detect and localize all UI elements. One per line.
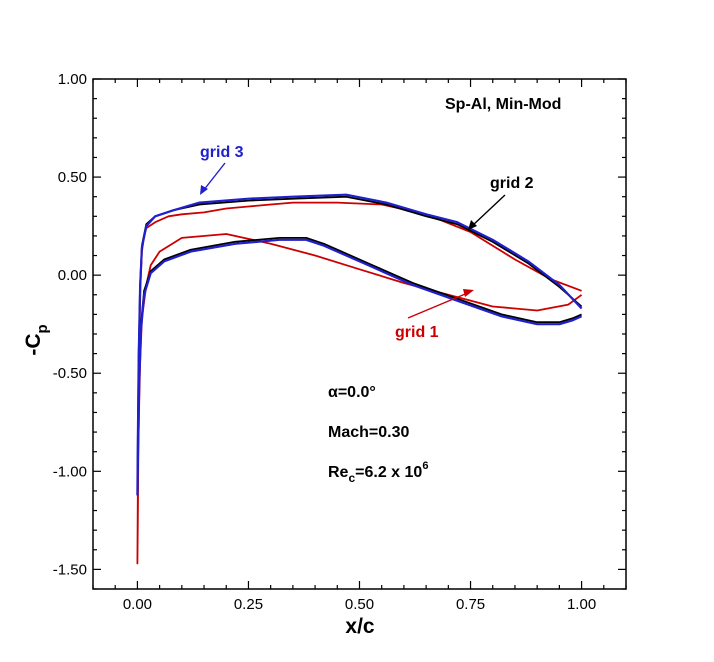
reynolds-label: Rec=6.2 x 106 [328, 460, 428, 485]
y-tick-label: -1.00 [53, 463, 87, 480]
x-tick-label: 0.75 [456, 596, 485, 613]
data-series [136, 193, 583, 565]
x-tick-label: 0.50 [345, 596, 374, 613]
x-tick-label: 0.25 [234, 596, 263, 613]
grid1-label: grid 1 [395, 324, 439, 341]
grid1-arrowhead [463, 289, 474, 297]
plot-frame [92, 78, 627, 590]
x-axis-title: x/c [345, 615, 375, 638]
axis-tick-labels: 0.00 0.25 0.50 0.75 1.00 1.00 0.50 0.00 -0.50 -1.… [53, 71, 596, 613]
method-label: Sp-Al, Min-Mod [445, 96, 561, 113]
y-tick-label: 0.50 [58, 169, 87, 186]
y-axis-title-sub: p [34, 324, 51, 333]
mach-label: Mach=0.30 [328, 424, 409, 441]
reynolds-value: =6.2 x 10 [355, 464, 422, 481]
grid3-label: grid 3 [200, 144, 244, 161]
grid2-arrow [471, 194, 506, 227]
reynolds-exp: 6 [422, 460, 428, 472]
reynolds-main: Re [328, 464, 349, 481]
alpha-label: α=0.0° [328, 384, 376, 401]
y-tick-label: -1.50 [53, 561, 87, 578]
axis-ticks [92, 78, 627, 590]
y-tick-label: -0.50 [53, 365, 87, 382]
grid2-label: grid 2 [490, 175, 534, 192]
grid3-arrow [202, 162, 226, 192]
y-axis-title-main: -C [22, 334, 45, 356]
series-line-grid-2 [136, 195, 583, 492]
series-line-grid-3 [136, 193, 583, 496]
y-tick-label: 1.00 [58, 71, 87, 88]
x-tick-label: 1.00 [567, 596, 596, 613]
grid2-arrowhead [468, 220, 477, 230]
reynolds-sub: c [348, 471, 355, 485]
grid3-arrowhead [200, 185, 208, 195]
grid1-arrow [407, 291, 471, 319]
y-tick-label: 0.00 [58, 267, 87, 284]
x-tick-label: 0.00 [123, 596, 152, 613]
y-axis-title: -Cp [22, 324, 51, 355]
